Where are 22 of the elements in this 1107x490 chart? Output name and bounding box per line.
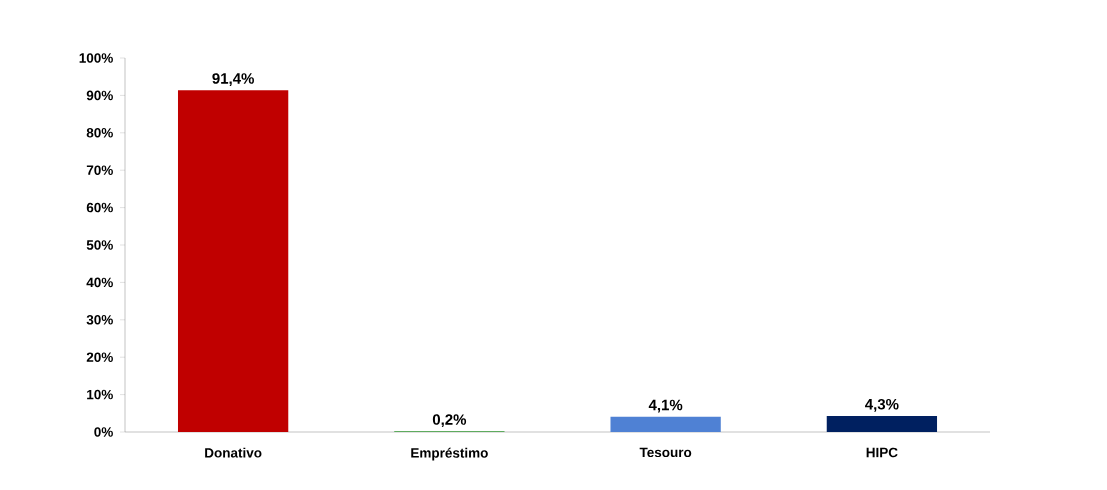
data-label: 0,2% (432, 414, 467, 428)
data-label: 4,3% (865, 398, 899, 412)
y-tick-label: 80% (86, 128, 113, 138)
y-tick-label: 10% (87, 389, 113, 400)
y-tick-label: 70% (86, 165, 113, 175)
y-tick-label: 30% (86, 315, 113, 325)
x-tick-label: Tesouro (639, 447, 692, 458)
y-tick-label: 50% (86, 240, 113, 250)
y-tick-label: 100% (79, 53, 113, 63)
y-tick-label: 20% (86, 352, 113, 362)
x-tick-label: HIPC (866, 447, 898, 458)
y-tick-label: 0% (94, 427, 113, 437)
bar (610, 416, 721, 432)
bar (177, 90, 289, 432)
bar (826, 415, 938, 432)
x-tick-label: Empréstimo (411, 447, 488, 461)
data-label: 4,1% (648, 399, 683, 413)
y-tick-label: 60% (86, 202, 113, 213)
y-tick-label: 40% (86, 277, 113, 288)
y-tick-label: 90% (86, 90, 113, 101)
x-tick-label: Donativo (205, 447, 262, 458)
data-label: 91,4% (212, 73, 254, 86)
